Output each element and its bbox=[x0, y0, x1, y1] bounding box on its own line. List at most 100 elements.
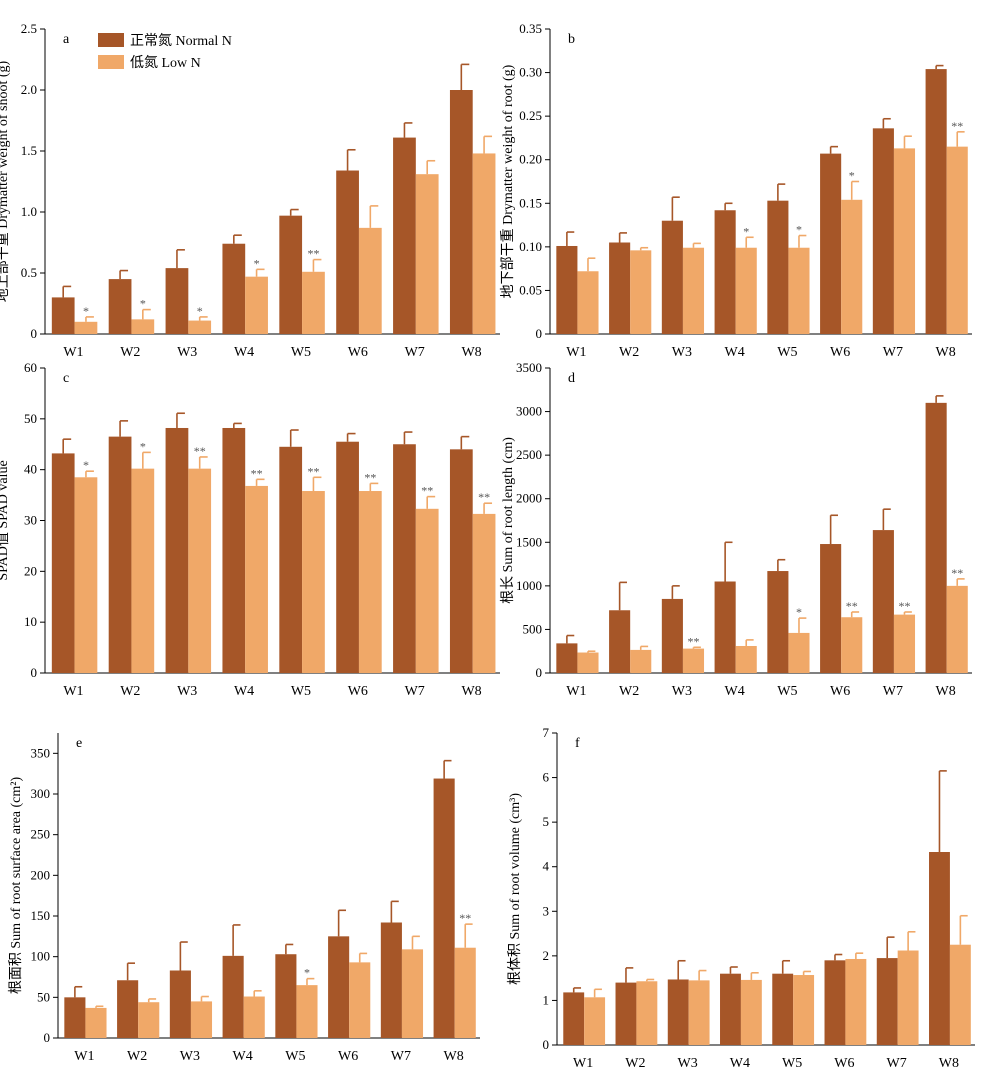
y-tick-label: 250 bbox=[31, 827, 51, 842]
y-tick-label: 30 bbox=[24, 513, 37, 528]
bar-low-n-w8 bbox=[472, 513, 496, 673]
bar-normal-n-w7 bbox=[872, 530, 894, 673]
y-tick-label: 0.5 bbox=[21, 265, 37, 280]
bar-low-n-w4 bbox=[243, 996, 265, 1038]
x-tick-label: W1 bbox=[566, 345, 586, 360]
y-tick-label: 150 bbox=[31, 908, 51, 923]
x-tick-label: W5 bbox=[285, 1049, 305, 1064]
panel-letter: e bbox=[76, 736, 82, 751]
bar-low-n-w5 bbox=[302, 271, 325, 334]
y-tick-label: 0.30 bbox=[519, 65, 542, 80]
bar-low-n-w6 bbox=[845, 958, 867, 1045]
bar-low-n-w2 bbox=[138, 1002, 160, 1038]
bar-low-n-w8 bbox=[472, 153, 496, 334]
bar-normal-n-w2 bbox=[108, 279, 132, 334]
y-tick-label: 50 bbox=[24, 411, 37, 426]
x-tick-label: W7 bbox=[883, 684, 903, 699]
panel-f: 0 1 2 3 4 5 6 7 根体积 Sum of root volume (cm³) f W1 W… bbox=[507, 725, 975, 1071]
bar-normal-n-w6 bbox=[824, 960, 846, 1045]
x-tick-label: W7 bbox=[405, 684, 425, 699]
significance-mark: ** bbox=[421, 484, 433, 498]
bar-low-n-w5 bbox=[788, 632, 810, 673]
bar-low-n-w8 bbox=[946, 585, 968, 673]
panel-d: 0 500 1000 1500 2000 2500 3000 3500 根长 Sum of ro… bbox=[500, 360, 972, 699]
bar-low-n-w7 bbox=[415, 174, 439, 334]
x-tick-label: W6 bbox=[830, 684, 850, 699]
bar-low-n-w7 bbox=[893, 614, 916, 673]
bar-normal-n-w3 bbox=[169, 970, 191, 1038]
bar-low-n-w1 bbox=[74, 321, 98, 334]
y-tick-label: 350 bbox=[31, 745, 51, 760]
panel-c: 0 10 20 30 40 50 60 SPAD值 SPAD value c * W1 * W2 ** W3… bbox=[0, 360, 500, 699]
y-tick-label: 20 bbox=[24, 563, 37, 578]
bar-normal-n-w4 bbox=[714, 210, 736, 334]
y-tick-label: 1.0 bbox=[21, 204, 37, 219]
y-tick-label: 4 bbox=[543, 859, 550, 874]
x-tick-label: W5 bbox=[291, 345, 311, 360]
significance-mark: ** bbox=[478, 490, 490, 504]
significance-mark: * bbox=[796, 605, 802, 619]
bar-normal-n-w1 bbox=[64, 997, 86, 1038]
bar-normal-n-w5 bbox=[772, 973, 794, 1045]
y-tick-label: 0.20 bbox=[519, 152, 542, 167]
bar-low-n-w5 bbox=[296, 985, 318, 1038]
x-tick-label: W6 bbox=[834, 1056, 854, 1071]
bar-normal-n-w2 bbox=[108, 436, 132, 673]
x-tick-label: W5 bbox=[777, 345, 797, 360]
significance-mark: ** bbox=[898, 599, 910, 613]
panel-a: 0 0.5 1.0 1.5 2.0 2.5 地上部干重 Drymatter weight o… bbox=[0, 21, 500, 360]
y-axis-title: 根面积 Sum of root surface area (cm²) bbox=[8, 777, 24, 995]
x-tick-label: W3 bbox=[180, 1049, 200, 1064]
bar-normal-n-w4 bbox=[714, 581, 736, 673]
bar-normal-n-w4 bbox=[720, 973, 741, 1045]
y-tick-label: 200 bbox=[31, 867, 51, 882]
x-tick-label: W3 bbox=[177, 345, 197, 360]
bar-normal-n-w3 bbox=[165, 268, 189, 334]
y-axis-title: SPAD值 SPAD value bbox=[0, 460, 11, 580]
bar-low-n-w4 bbox=[735, 645, 757, 673]
significance-mark: ** bbox=[307, 247, 319, 261]
significance-mark: * bbox=[796, 223, 802, 237]
x-tick-label: W1 bbox=[573, 1056, 593, 1071]
y-axis-title: 根体积 Sum of root volume (cm³) bbox=[507, 793, 523, 985]
panel-letter: c bbox=[63, 371, 69, 386]
y-tick-label: 3 bbox=[543, 903, 550, 918]
bar-low-n-w8 bbox=[454, 947, 476, 1038]
bar-low-n-w6 bbox=[841, 199, 863, 334]
legend-swatch-low bbox=[98, 55, 124, 69]
y-tick-label: 1000 bbox=[516, 578, 542, 593]
y-tick-label: 2.0 bbox=[21, 82, 37, 97]
bar-normal-n-w3 bbox=[661, 220, 683, 334]
bar-low-n-w2 bbox=[131, 319, 155, 334]
bar-normal-n-w7 bbox=[393, 137, 416, 334]
bar-low-n-w8 bbox=[946, 146, 968, 334]
bar-normal-n-w1 bbox=[51, 297, 75, 334]
bar-normal-n-w5 bbox=[279, 215, 303, 334]
x-tick-label: W2 bbox=[120, 345, 140, 360]
x-tick-label: W2 bbox=[120, 684, 140, 699]
x-tick-label: W4 bbox=[234, 345, 254, 360]
bar-normal-n-w6 bbox=[336, 441, 359, 673]
legend-swatch-normal bbox=[98, 33, 124, 47]
y-tick-label: 60 bbox=[24, 360, 37, 375]
panel-letter: a bbox=[63, 32, 70, 47]
y-axis-title: 地下部干重 Drymatter weight of root (g) bbox=[500, 64, 516, 298]
x-tick-label: W5 bbox=[777, 684, 797, 699]
bar-normal-n-w1 bbox=[556, 643, 578, 673]
y-tick-label: 0 bbox=[543, 1037, 550, 1052]
bar-low-n-w6 bbox=[358, 227, 382, 334]
bar-normal-n-w7 bbox=[876, 958, 898, 1045]
bar-normal-n-w8 bbox=[925, 402, 947, 673]
panel-letter: f bbox=[575, 736, 580, 751]
x-tick-label: W4 bbox=[234, 684, 254, 699]
y-tick-label: 0.10 bbox=[519, 239, 542, 254]
bar-low-n-w2 bbox=[131, 468, 155, 673]
y-tick-label: 40 bbox=[24, 462, 37, 477]
bar-normal-n-w1 bbox=[556, 245, 578, 334]
bar-normal-n-w2 bbox=[117, 980, 139, 1038]
bar-low-n-w6 bbox=[358, 491, 382, 673]
significance-mark: ** bbox=[687, 634, 699, 648]
y-tick-label: 0 bbox=[31, 326, 38, 341]
bar-normal-n-w2 bbox=[615, 982, 637, 1045]
